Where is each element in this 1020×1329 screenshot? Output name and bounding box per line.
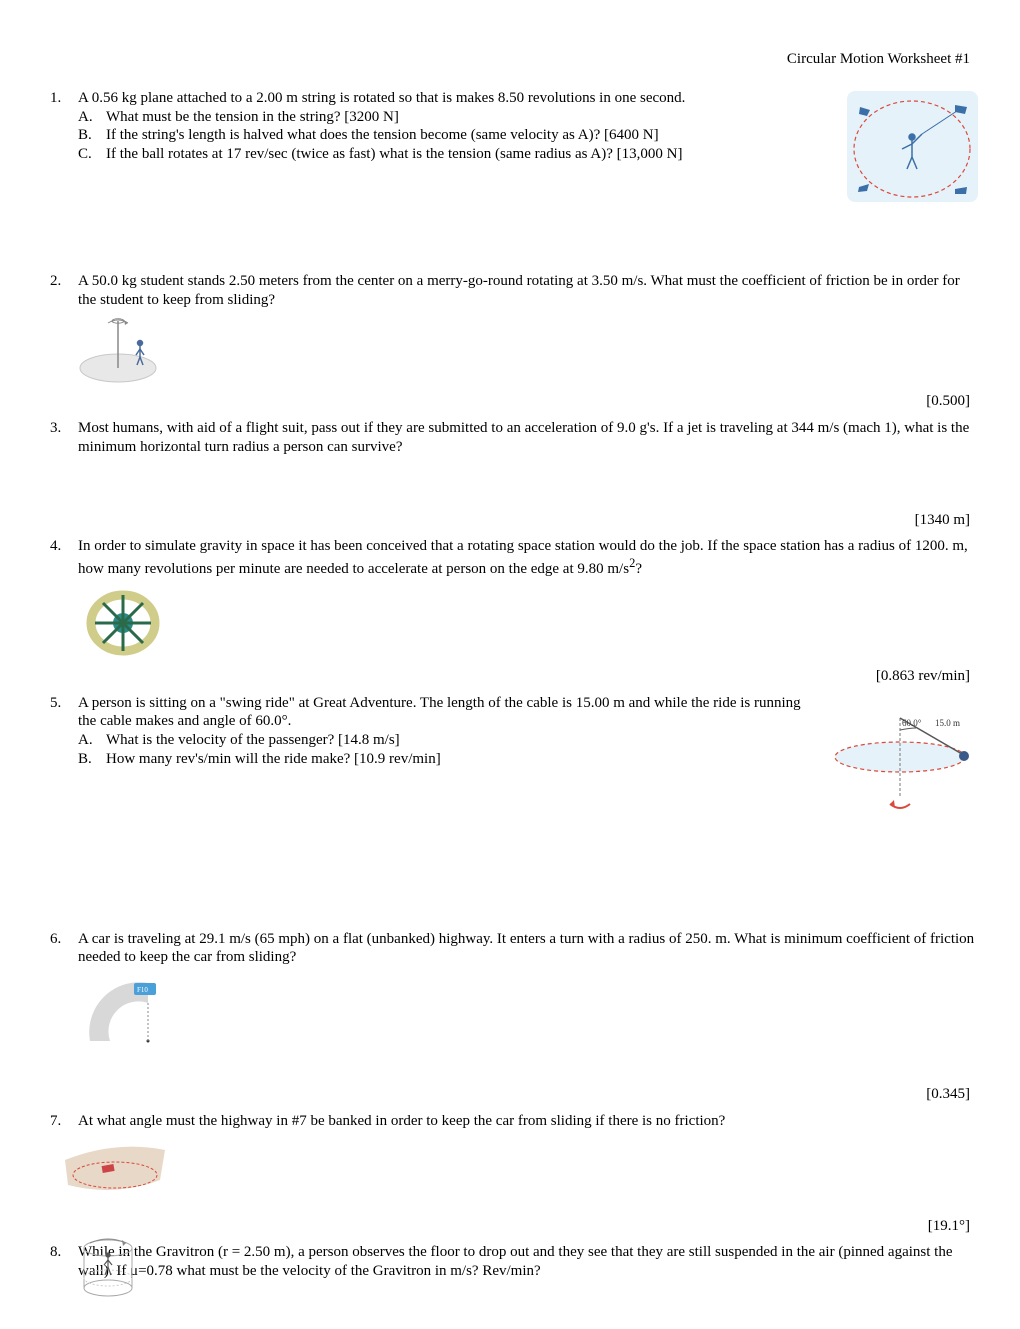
problem-6: 6. A car is traveling at 29.1 m/s (65 mp… [50,930,980,1104]
sub-text: If the ball rotates at 17 rev/sec (twice… [106,145,682,164]
problem-text: While in the Gravitron (r = 2.50 m), a p… [78,1243,980,1281]
problem-answer: [1340 m] [50,511,980,530]
sub-text: If the string's length is halved what do… [106,126,659,145]
problem-text: Most humans, with aid of a flight suit, … [78,419,980,457]
sub-text: What is the velocity of the passenger? [… [106,731,400,750]
sub-letter: B. [78,750,106,769]
problem-8: 8. While in the Gravitron (r = 2.50 m), … [50,1243,980,1281]
problem-text: A 50.0 kg student stands 2.50 meters fro… [78,272,980,310]
problem-number: 2. [50,272,78,291]
car-label: F10 [137,986,148,994]
problem-text: In order to simulate gravity in space it… [78,537,980,579]
problem-number: 4. [50,537,78,556]
flat-turn-figure: F10 [78,971,173,1071]
problem-number: 1. [50,89,78,108]
merry-go-round-figure [78,313,168,388]
problem-text: A person is sitting on a "swing ride" at… [78,694,820,732]
sub-letter: A. [78,108,106,127]
problem-number: 8. [50,1243,78,1262]
problem-4: 4. In order to simulate gravity in space… [50,537,980,685]
problem-7: 7. At what angle must the highway in #7 … [50,1112,980,1236]
problem-1: 1. A 0.56 kg plane attached to a 2.00 m … [50,89,980,264]
problem-2: 2. A 50.0 kg student stands 2.50 meters … [50,272,980,411]
problem-answer: [0.500] [50,392,980,411]
sub-letter: B. [78,126,106,145]
problem-answer: [19.1°] [50,1217,980,1236]
plane-on-string-figure [845,89,980,204]
length-label: 15.0 m [935,718,960,728]
gravitron-figure [78,1233,138,1303]
swing-ride-figure: 60.0° 15.0 m [830,712,980,822]
problem-number: 5. [50,694,78,713]
space-station-figure [78,583,168,663]
sub-text: How many rev's/min will the ride make? [… [106,750,441,769]
problem-number: 3. [50,419,78,438]
problem-number: 7. [50,1112,78,1131]
problem-answer: [0.863 rev/min] [50,667,980,686]
problem-text: A car is traveling at 29.1 m/s (65 mph) … [78,930,980,968]
problem-text: At what angle must the highway in #7 be … [78,1112,980,1131]
problem-number: 6. [50,930,78,949]
angle-label: 60.0° [902,718,922,728]
problem-answer: [0.345] [50,1085,980,1104]
sub-letter: C. [78,145,106,164]
problem-3: 3. Most humans, with aid of a flight sui… [50,419,980,529]
problem-5: 60.0° 15.0 m 5. A person is sitting on a… [50,694,980,922]
sub-letter: A. [78,731,106,750]
sub-text: What must be the tension in the string? … [106,108,399,127]
page-title: Circular Motion Worksheet #1 [50,50,980,69]
banked-turn-figure [60,1135,170,1205]
problem-text: A 0.56 kg plane attached to a 2.00 m str… [78,89,835,108]
